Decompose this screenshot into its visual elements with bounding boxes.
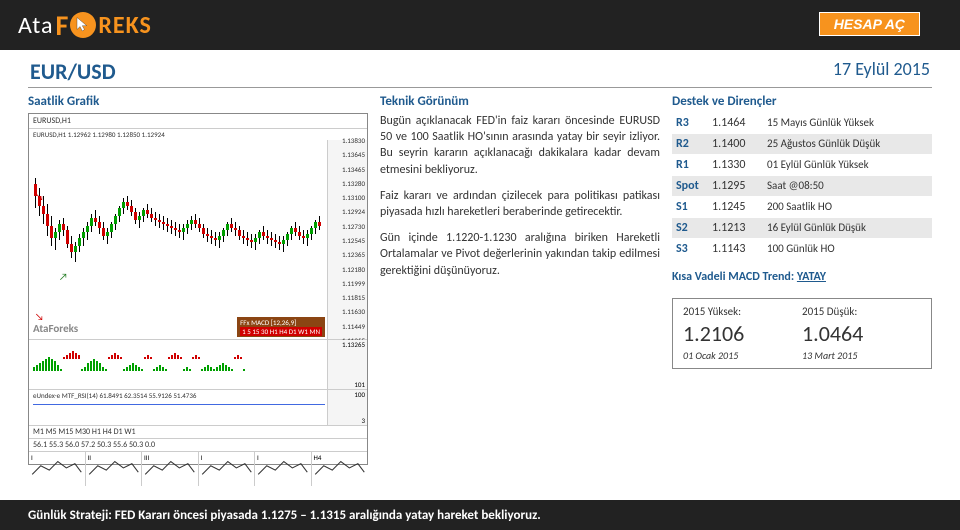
chart-symbol: EURUSD,H1	[29, 114, 367, 129]
logo-text-f: F	[56, 8, 69, 43]
sr-row: S11.1245200 Saatlik HO	[672, 197, 932, 218]
rsi-y-tick: 100	[354, 390, 365, 399]
rsi-y-tick: 3	[361, 416, 365, 425]
tf-values: 56.1 55.3 56.0 57.2 50.3 55.6 50.3 0.0	[33, 440, 155, 450]
chart-watermark: AtaForeks	[33, 322, 78, 335]
macd-y-axis: 1.13265 101	[327, 340, 367, 389]
rsi-panel: eUndex-e MTF_RSI(14) 61.8491 62.3514 55.…	[29, 390, 367, 426]
support-resistance-table: R31.146415 Mayıs Günlük YüksekR21.140025…	[672, 113, 932, 260]
logo-cursor-icon	[70, 12, 96, 38]
ffx-macd-label: FFx MACD [12,26,9] 1 5 15 30 H1 H4 D1 W1…	[237, 317, 325, 337]
divider	[28, 87, 932, 88]
logo-text-rest: REKS	[98, 11, 152, 40]
mini-chart-row: IIIIIIIIH4	[29, 452, 367, 486]
rsi-label: eUndex-e MTF_RSI(14) 61.8491 62.3514 55.…	[33, 391, 196, 400]
currency-pair: EUR/USD	[30, 58, 116, 85]
sr-row: S21.121316 Eylül Günlük Düşük	[672, 218, 932, 239]
technical-analysis: Bugün açıklanacak FED'in faiz kararı önc…	[380, 113, 660, 279]
macd-trend-label: Kısa Vadeli MACD Trend:	[672, 270, 797, 284]
macd-bars	[33, 347, 325, 371]
down-arrow-icon: ↘	[35, 190, 44, 203]
chart-candle-area: 1.138301.136451.134651.132801.131001.129…	[29, 140, 367, 340]
sr-row: R21.140025 Ağustos Günlük Düşük	[672, 134, 932, 155]
rsi-y-axis: 100 3	[327, 390, 367, 425]
sr-row: S31.1143100 Günlük HO	[672, 239, 932, 260]
year-high-date: 01 Ocak 2015	[683, 349, 802, 362]
analysis-p1: Bugün açıklanacak FED'in faiz kararı önc…	[380, 113, 660, 178]
year-low-date: 13 Mart 2015	[802, 349, 921, 362]
year-high-low-box: 2015 Yüksek: 1.2106 01 Ocak 2015 2015 Dü…	[672, 298, 932, 369]
tf-label-row: M1 M5 M15 M30 H1 H4 D1 W1	[29, 426, 367, 439]
macd-y-tick: 1.13265	[342, 340, 365, 349]
col1-heading: Saatlik Grafik	[28, 94, 368, 109]
macd-y-tick: 101	[354, 380, 365, 389]
tf-labels: M1 M5 M15 M30 H1 H4 D1 W1	[33, 427, 136, 437]
report-date: 17 Eylül 2015	[833, 58, 930, 85]
analysis-p2: Faiz kararı ve ardından çizilecek para p…	[380, 188, 660, 220]
open-account-button[interactable]: HESAP AÇ	[819, 12, 920, 36]
ffx-timeframes: 1 5 15 30 H1 H4 D1 W1 MN	[240, 327, 322, 336]
sr-row: R11.133001 Eylül Günlük Yüksek	[672, 155, 932, 176]
macd-trend: Kısa Vadeli MACD Trend: YATAY	[672, 270, 932, 284]
rsi-line	[33, 404, 325, 405]
title-row: EUR/USD 17 Eylül 2015	[0, 50, 960, 87]
year-high-value: 1.2106	[683, 320, 802, 347]
up-arrow-icon: ↗	[59, 270, 68, 283]
header-bar: Ata F REKS HESAP AÇ	[0, 0, 960, 50]
year-low-value: 1.0464	[802, 320, 921, 347]
year-low-label: 2015 Düşük:	[802, 305, 921, 318]
tf-value-row: 56.1 55.3 56.0 57.2 50.3 55.6 50.3 0.0	[29, 439, 367, 452]
ffx-title: FFx MACD [12,26,9]	[240, 318, 322, 327]
logo-text-ata: Ata	[18, 11, 54, 40]
hourly-chart: EURUSD,H1 EURUSD,H1 1.12962 1.12980 1.12…	[28, 113, 368, 465]
chart-y-axis: 1.138301.136451.134651.132801.131001.129…	[327, 140, 367, 339]
col2-heading: Teknik Görünüm	[380, 94, 660, 109]
macd-trend-value: YATAY	[797, 270, 826, 284]
year-high-label: 2015 Yüksek:	[683, 305, 802, 318]
logo: Ata F REKS	[18, 8, 152, 43]
col3-heading: Destek ve Dirençler	[672, 94, 932, 109]
sr-row: Spot1.1295Saat @08:50	[672, 176, 932, 197]
chart-ohlc: EURUSD,H1 1.12962 1.12980 1.12850 1.1292…	[29, 129, 367, 140]
sr-row: R31.146415 Mayıs Günlük Yüksek	[672, 113, 932, 134]
chart-candles	[33, 144, 325, 335]
macd-panel: 1.13265 101	[29, 340, 367, 390]
footer-strategy: Günlük Strateji: FED Kararı öncesi piyas…	[0, 500, 960, 530]
analysis-p3: Gün içinde 1.1220-1.1230 aralığına birik…	[380, 230, 660, 279]
